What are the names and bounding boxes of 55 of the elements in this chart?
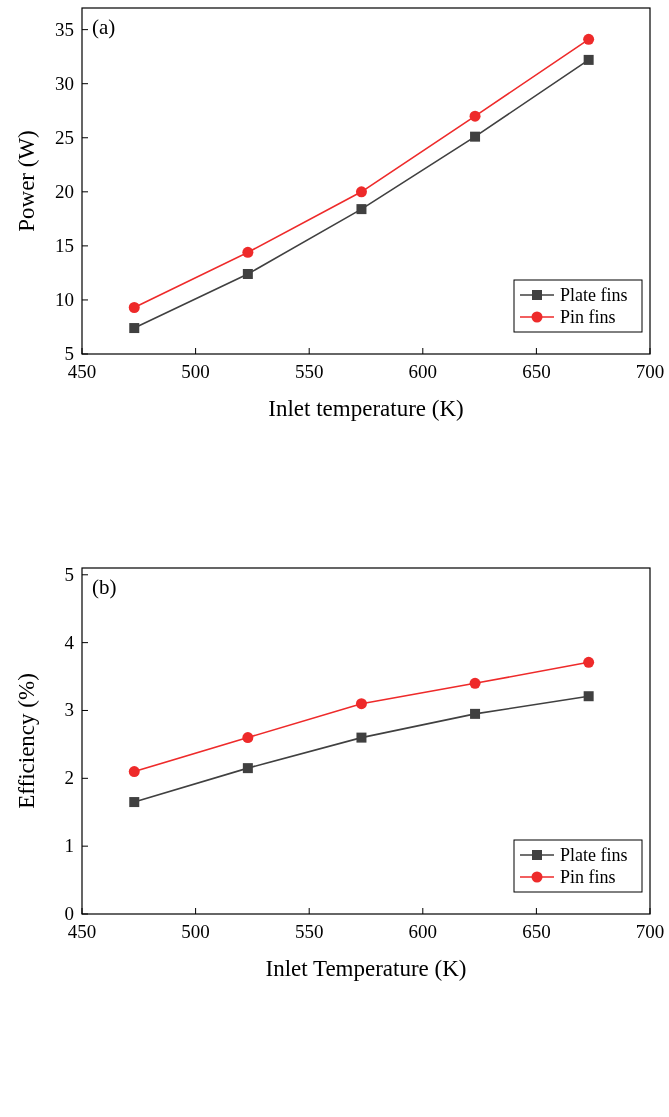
- point: [356, 732, 367, 743]
- y-tick-label: 0: [64, 903, 74, 924]
- x-tick-label: 650: [522, 921, 551, 942]
- x-tick-label: 700: [635, 361, 665, 382]
- point: [355, 698, 367, 710]
- y-tick-label: 5: [64, 563, 74, 585]
- x-tick-label: 650: [522, 361, 551, 382]
- point: [129, 797, 140, 808]
- annotation: (b): [92, 575, 117, 599]
- x-tick-label: 450: [67, 361, 97, 382]
- x-tick-label: 600: [408, 921, 438, 942]
- point: [583, 33, 595, 45]
- point: [469, 110, 481, 122]
- point: [469, 677, 481, 689]
- y-axis-title: Power (W): [14, 130, 39, 232]
- x-tick-label: 500: [181, 361, 210, 382]
- point: [583, 54, 594, 65]
- point: [129, 323, 140, 334]
- point: [242, 246, 254, 258]
- point: [356, 204, 367, 215]
- y-tick-label: 35: [55, 18, 74, 40]
- y-tick-label: 2: [64, 767, 74, 789]
- x-tick-label: 600: [408, 361, 438, 382]
- x-axis-title: Inlet temperature (K): [268, 396, 464, 421]
- legend-label: Plate fins: [560, 845, 628, 865]
- point: [470, 131, 481, 142]
- point: [242, 732, 254, 744]
- legend-label: Plate fins: [560, 285, 628, 305]
- point: [583, 656, 595, 668]
- y-tick-label: 3: [64, 699, 74, 721]
- legend-label: Pin fins: [560, 867, 616, 887]
- y-tick-label: 20: [55, 180, 74, 202]
- point: [242, 763, 253, 774]
- point: [355, 186, 367, 198]
- x-tick-label: 550: [294, 921, 324, 942]
- x-tick-label: 550: [294, 361, 324, 382]
- y-tick-label: 25: [55, 126, 74, 148]
- y-tick-label: 4: [64, 631, 75, 653]
- point: [470, 708, 481, 719]
- annotation: (a): [92, 15, 116, 39]
- legend-label: Pin fins: [560, 307, 616, 327]
- y-tick-label: 10: [55, 288, 74, 310]
- y-tick-label: 15: [55, 234, 74, 256]
- point: [128, 302, 140, 314]
- point: [128, 766, 140, 778]
- x-tick-label: 700: [635, 921, 665, 942]
- y-tick-label: 1: [64, 835, 74, 857]
- y-axis-title: Efficiency (%): [14, 673, 39, 809]
- x-axis-title: Inlet Temperature (K): [265, 956, 467, 981]
- y-tick-label: 30: [55, 72, 74, 94]
- point: [583, 691, 594, 702]
- point: [242, 268, 253, 279]
- x-tick-label: 450: [67, 921, 97, 942]
- y-tick-label: 5: [64, 343, 74, 364]
- x-tick-label: 500: [181, 921, 210, 942]
